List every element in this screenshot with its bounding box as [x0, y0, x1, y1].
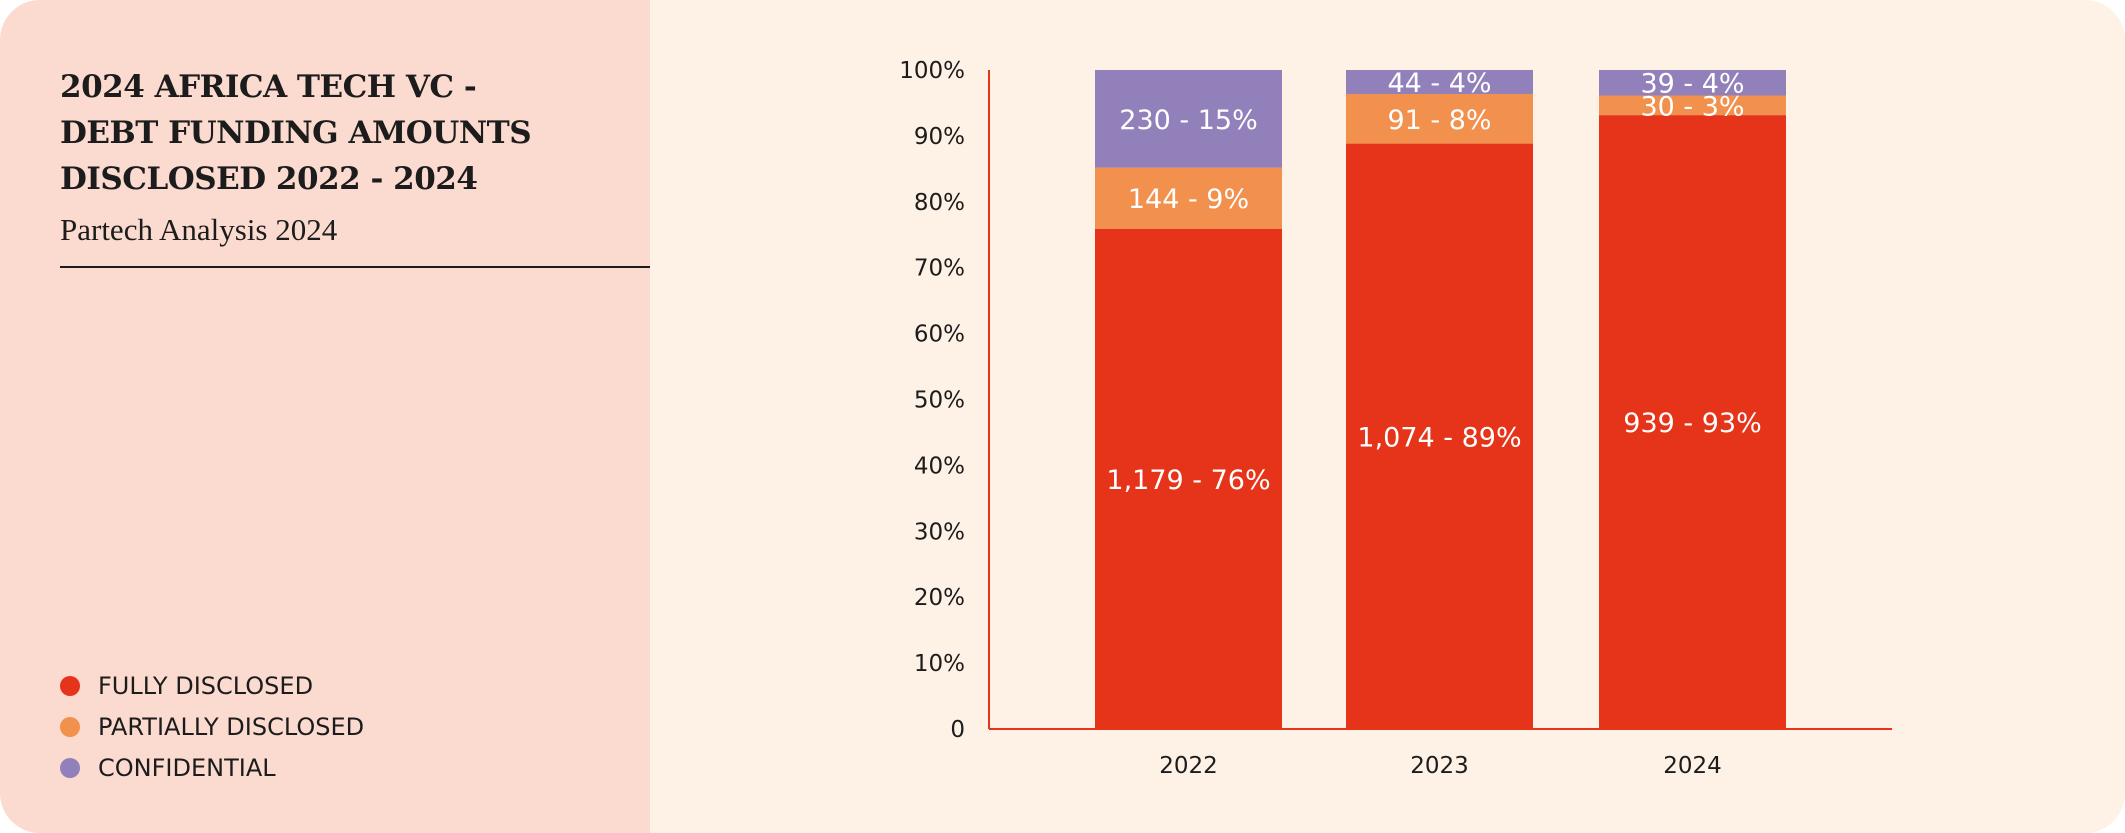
title-line: 2024 AFRICA TECH VC -: [60, 69, 477, 105]
data-label: 91 - 8%: [1387, 105, 1491, 136]
y-tick-label: 80%: [914, 190, 965, 216]
y-tick-label: 20%: [914, 585, 965, 611]
data-label: 30 - 3%: [1640, 91, 1744, 122]
bar-segment: [1095, 228, 1282, 729]
legend-dot-icon: [60, 675, 80, 696]
title-line: DEBT FUNDING AMOUNTS: [60, 115, 532, 151]
y-tick-label: 90%: [914, 124, 965, 150]
bar-segment: [1599, 70, 1786, 96]
legend-label: CONFIDENTIAL: [98, 753, 276, 782]
bar-segment: [1346, 143, 1533, 730]
y-tick-label: 10%: [914, 651, 965, 677]
legend-dot-icon: [60, 716, 80, 737]
x-tick-label: 2022: [1159, 753, 1218, 779]
bar-segment: [1095, 70, 1282, 168]
bar-segment: [1095, 167, 1282, 229]
legend-label: PARTIALLY DISCLOSED: [98, 712, 365, 741]
data-label: 44 - 4%: [1387, 68, 1491, 99]
bar-segment: [1599, 115, 1786, 730]
data-label: 939 - 93%: [1623, 408, 1761, 439]
data-label: 1,074 - 89%: [1357, 422, 1521, 453]
y-tick-label: 70%: [914, 256, 965, 282]
x-tick-label: 2023: [1410, 753, 1469, 779]
legend-dot-icon: [60, 757, 80, 778]
legend-item: CONFIDENTIAL: [60, 747, 364, 788]
legend-label: FULLY DISCLOSED: [98, 671, 314, 700]
legend-item: PARTIALLY DISCLOSED: [60, 706, 364, 747]
data-label: 39 - 4%: [1640, 69, 1744, 100]
data-label: 230 - 15%: [1119, 105, 1257, 136]
y-tick-label: 50%: [914, 388, 965, 414]
y-tick-label: 40%: [914, 453, 965, 479]
legend: FULLY DISCLOSED PARTIALLY DISCLOSED CONF…: [60, 665, 364, 788]
chart-title: 2024 AFRICA TECH VC - DEBT FUNDING AMOUN…: [60, 64, 620, 202]
bar-segment: [1346, 93, 1533, 144]
title-line: DISCLOSED 2022 - 2024: [60, 161, 478, 197]
x-tick-label: 2024: [1663, 753, 1722, 779]
legend-item: FULLY DISCLOSED: [60, 665, 364, 706]
divider: [60, 266, 650, 268]
bar-segment: [1599, 95, 1786, 116]
y-tick-label: 30%: [914, 519, 965, 545]
y-tick-label: 100%: [899, 58, 965, 84]
data-label: 144 - 9%: [1128, 184, 1249, 215]
data-label: 1,179 - 76%: [1106, 465, 1270, 496]
y-tick-label: 0: [950, 717, 965, 743]
y-tick-label: 60%: [914, 322, 965, 348]
chart-subtitle: Partech Analysis 2024: [60, 212, 338, 247]
title-panel: 2024 AFRICA TECH VC - DEBT FUNDING AMOUN…: [0, 0, 650, 833]
bar-segment: [1346, 70, 1533, 94]
